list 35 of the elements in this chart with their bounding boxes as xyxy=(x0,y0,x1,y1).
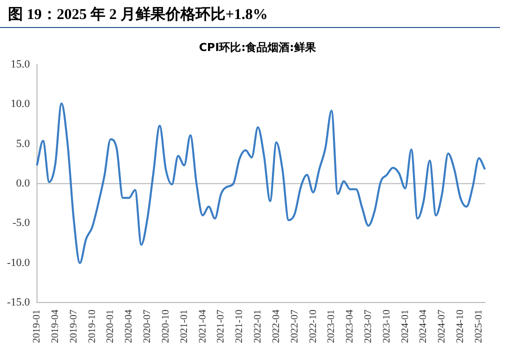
x-tick-label: 2021-01 xyxy=(178,310,190,344)
x-tick-label: 2024-01 xyxy=(400,310,411,344)
x-tick-label: 2019-07 xyxy=(68,310,80,344)
x-tick-label: 2022-07 xyxy=(289,310,300,344)
x-tick-label: 2021-07 xyxy=(216,310,227,344)
x-tick-label: 2022-04 xyxy=(270,310,282,344)
chart-subtitle: CPI环比:食品烟酒:鲜果 xyxy=(198,40,318,55)
x-tick-label: 2021-04 xyxy=(197,310,208,344)
x-tick-label: 2024-10 xyxy=(455,310,466,344)
line-series xyxy=(36,102,486,264)
x-tick-label: 2024-04 xyxy=(418,310,430,344)
x-tick-label: 2020-01 xyxy=(105,310,116,344)
x-tick-label: 2023-07 xyxy=(363,310,374,344)
chart-title: 图 19：2025 年 2 月鲜果价格环比+1.8% xyxy=(0,0,500,28)
x-tick-label: 2023-10 xyxy=(381,310,392,344)
x-tick-label: 2025-01 xyxy=(473,310,484,344)
x-tick-label: 2019-10 xyxy=(86,310,98,344)
x-tick-label: 2021-10 xyxy=(234,310,246,344)
x-tick-label: 2019-01 xyxy=(32,310,43,344)
y-tick-label: 15.0 xyxy=(10,58,30,70)
y-tick-label: -5.0 xyxy=(12,217,30,230)
y-tick-label: -15.0 xyxy=(6,296,30,309)
x-tick-label: 2020-07 xyxy=(142,310,154,344)
x-tick-label: 2019-04 xyxy=(50,310,61,344)
x-tick-label: 2024-07 xyxy=(436,310,448,344)
x-tick-label: 2022-01 xyxy=(252,310,264,344)
y-tick-label: 5.0 xyxy=(16,138,30,150)
x-tick-label: 2022-10 xyxy=(308,310,319,344)
y-tick-label: 10.0 xyxy=(10,98,30,110)
y-tick-label: -10.0 xyxy=(6,256,30,269)
x-tick-label: 2020-10 xyxy=(160,310,172,344)
y-tick-label: 0.0 xyxy=(16,178,30,190)
x-tick-label: 2023-04 xyxy=(344,310,356,344)
x-tick-label: 2020-04 xyxy=(124,310,135,344)
x-tick-label: 2023-01 xyxy=(326,310,338,344)
